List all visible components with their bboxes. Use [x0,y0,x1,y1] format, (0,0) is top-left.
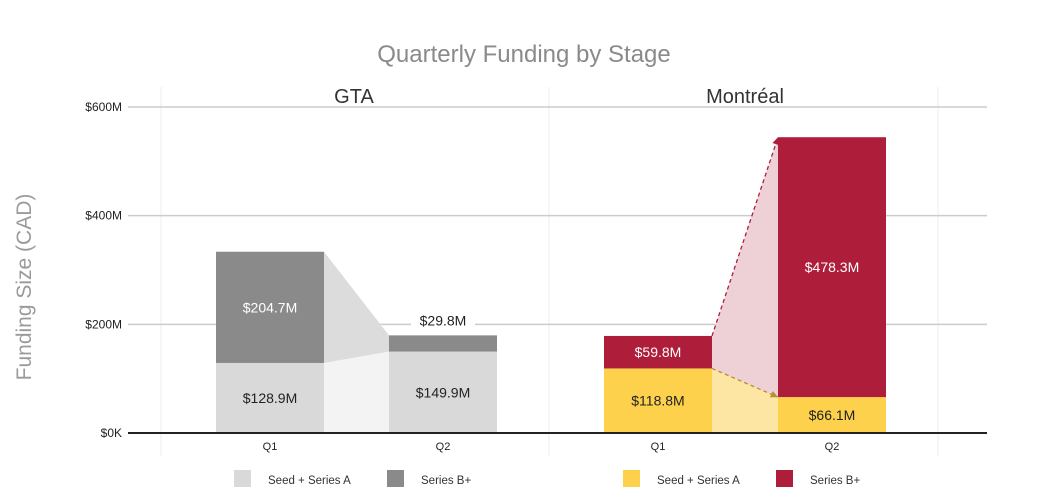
x-tick-label: Q1 [651,441,666,453]
bar-segment [216,251,324,363]
bar-segment [604,368,712,433]
data-label: $478.3M [805,259,859,275]
y-tick-label: $400M [85,209,122,223]
data-label: $59.8M [635,344,682,360]
legend-swatch [623,470,640,487]
panel-title: Montréal [706,86,784,108]
arrowhead-icon [770,391,778,398]
data-label: $118.8M [631,393,684,409]
link-series-b- [712,137,778,398]
legend-montréal: Seed + Series A Series B+ [623,470,860,487]
chart-title: Quarterly Funding by Stage [377,41,671,68]
legend-label: Seed + Series A [657,475,740,487]
data-label: $204.7M [243,299,297,315]
bar-segment [389,335,497,352]
bar-segment [216,362,324,433]
x-tick-label: Q2 [436,441,451,453]
data-label: $29.8M [420,312,467,328]
panel-gta: GTA $128.9M $204.7M Q1 $149.9M $29.8M Q2 [128,86,549,453]
legend-label: Series B+ [421,475,471,487]
legend-label: Series B+ [810,475,860,487]
legend-swatch [387,470,404,487]
bar-segment [778,137,886,398]
panel-montréal: Montréal $118.8M $59.8M Q1 $66.1M $478.3M Q2 [549,86,987,453]
legend-gta: Seed + Series A Series B+ [234,470,471,487]
legend-swatch [776,470,793,487]
x-tick-label: Q2 [825,441,840,453]
legend-label: Seed + Series A [268,475,351,487]
link-seed-series-a [712,368,778,433]
y-tick-label: $0K [101,426,122,440]
bar-segment [778,397,886,433]
x-tick-label: Q1 [263,441,278,453]
y-axis-ticks: $0K $200M $400M $600M [85,100,122,440]
data-label: $149.9M [416,384,470,400]
panel-title: GTA [334,86,374,108]
bar-segment [389,351,497,433]
legend-swatch [234,470,251,487]
y-tick-label: $200M [85,317,122,331]
link-series-b- [324,251,389,363]
data-label-background [411,309,475,330]
data-label: $66.1M [809,407,856,423]
link-seed-series-a [324,351,389,433]
arrowhead-icon [772,137,780,146]
y-tick-label: $600M [85,100,122,114]
panels: GTA$128.9M$204.7MQ1$149.9M$29.8MQ2Montré… [128,86,987,453]
trend-arrow [711,367,779,398]
bar-segment [604,335,712,369]
y-axis-label: Funding Size (CAD) [13,194,36,381]
data-label: $128.9M [243,390,297,406]
